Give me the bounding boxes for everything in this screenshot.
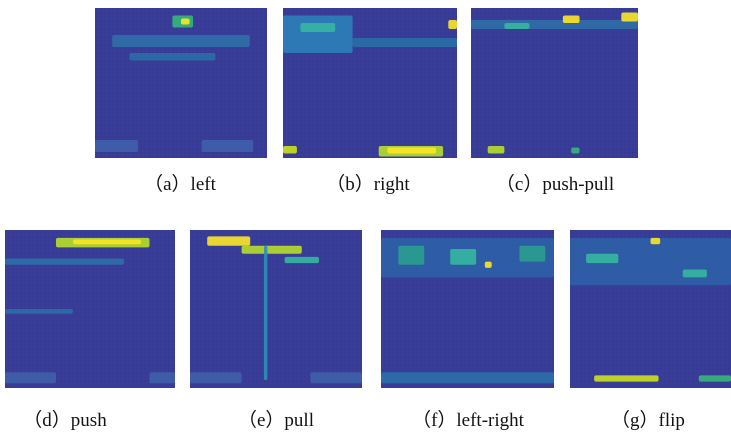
caption: （a）left bbox=[144, 173, 216, 195]
panel: （e）pull bbox=[190, 230, 362, 431]
caption: （c）push-pull bbox=[496, 173, 614, 195]
heatmap-feature bbox=[263, 245, 268, 381]
heatmap-feature bbox=[448, 20, 457, 29]
heatmap-feature bbox=[571, 147, 580, 154]
panel: （b）right bbox=[283, 8, 457, 195]
heatmap-feature bbox=[5, 258, 124, 265]
heatmap-feature bbox=[181, 18, 190, 25]
caption: （f）left-right bbox=[412, 409, 525, 431]
panel: （f）left-right bbox=[381, 230, 554, 431]
heatmap-feature bbox=[241, 245, 302, 254]
heatmap-feature bbox=[594, 375, 659, 382]
heatmap-feature bbox=[682, 269, 707, 278]
heatmap-feature bbox=[562, 15, 580, 23]
caption: （e）pull bbox=[238, 409, 314, 431]
heatmap-feature bbox=[519, 245, 546, 262]
panel: （c）push-pull bbox=[471, 8, 638, 195]
heatmap bbox=[471, 8, 638, 158]
heatmap-feature bbox=[698, 375, 731, 382]
heatmap-feature bbox=[621, 12, 638, 22]
heatmap-feature bbox=[5, 309, 73, 314]
heatmap-feature bbox=[5, 372, 56, 384]
caption: （d）push bbox=[23, 409, 107, 431]
panel: （g）flip bbox=[570, 230, 731, 431]
heatmap-feature bbox=[484, 261, 492, 268]
heatmap-feature bbox=[283, 146, 297, 154]
heatmap-feature bbox=[284, 256, 319, 264]
heatmap-feature bbox=[387, 147, 437, 154]
panel: （a）left bbox=[95, 8, 267, 195]
heatmap-feature bbox=[149, 372, 175, 384]
heatmap-feature bbox=[201, 140, 254, 152]
heatmap-feature bbox=[207, 236, 251, 246]
heatmap-feature bbox=[112, 35, 250, 47]
heatmap-feature bbox=[352, 38, 457, 47]
heatmap bbox=[95, 8, 267, 158]
heatmap-feature bbox=[129, 53, 216, 61]
heatmap-feature bbox=[471, 20, 638, 29]
heatmap-feature bbox=[190, 372, 242, 384]
heatmap-feature bbox=[73, 239, 141, 245]
heatmap-feature bbox=[300, 23, 336, 32]
heatmap-feature bbox=[504, 23, 530, 29]
heatmap-feature bbox=[95, 140, 138, 152]
heatmap-feature bbox=[650, 237, 661, 245]
heatmap bbox=[190, 230, 362, 388]
caption: （g）flip bbox=[611, 409, 685, 431]
heatmap-feature bbox=[310, 372, 362, 384]
heatmap-feature bbox=[283, 15, 353, 53]
heatmap-feature bbox=[450, 248, 477, 265]
heatmap-feature bbox=[381, 372, 554, 384]
heatmap-feature bbox=[586, 253, 619, 264]
heatmap-feature bbox=[398, 245, 425, 265]
heatmap-feature bbox=[487, 146, 505, 154]
caption: （b）right bbox=[326, 173, 410, 195]
panel: （d）push bbox=[5, 230, 175, 431]
